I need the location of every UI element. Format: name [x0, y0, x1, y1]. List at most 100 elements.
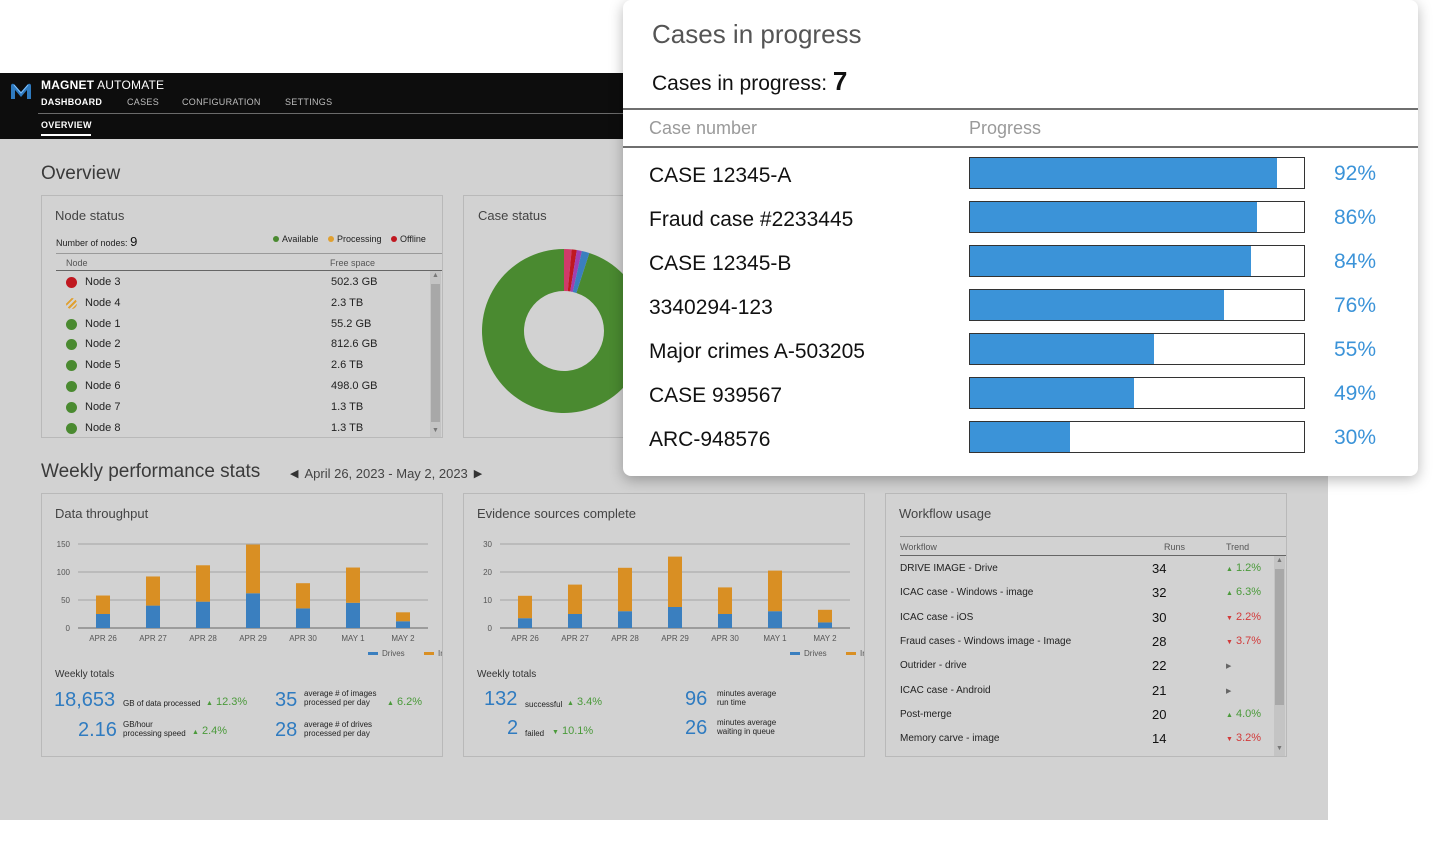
table-row[interactable]: Node 4 2.3 TB: [66, 294, 426, 314]
scroll-up-icon[interactable]: ▲: [432, 272, 439, 279]
tab-configuration[interactable]: CONFIGURATION: [182, 97, 261, 107]
case-row[interactable]: CASE 12345-B 84%: [623, 244, 1418, 288]
trend-value: 3.2%: [1236, 732, 1262, 745]
prev-week-icon[interactable]: ◀: [290, 468, 299, 480]
gb-processed-delta-value: 12.3%: [216, 696, 248, 708]
case-number: CASE 12345-B: [649, 252, 792, 275]
table-row[interactable]: Post-merge 20 ▲ 4.0%: [900, 704, 1270, 726]
progress-bar: [969, 201, 1305, 233]
case-row[interactable]: Major crimes A-503205 55%: [623, 332, 1418, 376]
progress-percent: 86%: [1334, 206, 1377, 229]
progress-percent: 30%: [1334, 426, 1377, 449]
popup-title: Cases in progress: [652, 19, 862, 49]
node-count: Number of nodes: 9: [56, 234, 137, 249]
gb-processed-delta: ▲ 12.3%: [206, 696, 247, 708]
available-dot-icon: [273, 236, 279, 242]
run-time-value: 96: [685, 688, 708, 710]
col-node: Node: [66, 258, 88, 268]
col-progress: Progress: [969, 118, 1042, 138]
trend-down-icon: ▼: [1226, 736, 1233, 744]
table-row[interactable]: Outrider - drive 22 ▶: [900, 655, 1270, 677]
table-row[interactable]: ICAC case - Windows - image 32 ▲ 6.3%: [900, 582, 1270, 604]
bar-images: [768, 570, 782, 612]
status-available-icon: [66, 318, 77, 330]
status-offline-icon: [66, 277, 77, 288]
col-workflow: Workflow: [900, 542, 937, 552]
trend-up-icon: ▲: [567, 700, 574, 707]
table-row[interactable]: ICAC case - Android 21 ▶: [900, 680, 1270, 702]
table-row[interactable]: DRIVE IMAGE - Drive 34 ▲ 1.2%: [900, 558, 1270, 580]
x-tick-label: APR 26: [511, 634, 539, 643]
legend-label: Drives: [382, 649, 405, 658]
images-per-day-delta-value: 6.2%: [397, 696, 423, 708]
table-row[interactable]: Node 2 812.6 GB: [66, 335, 426, 355]
y-tick-label: 50: [61, 596, 70, 605]
bar-drives: [618, 611, 632, 628]
processing-speed-value: 2.16: [78, 719, 117, 741]
progress-bar: [969, 289, 1305, 321]
col-trend: Trend: [1226, 542, 1250, 552]
bar-drives: [96, 614, 110, 628]
table-row[interactable]: Node 7 1.3 TB: [66, 398, 426, 418]
gb-processed-value: 18,653: [54, 689, 116, 711]
table-row[interactable]: Node 6 498.0 GB: [66, 377, 426, 397]
next-week-icon[interactable]: ▶: [473, 468, 483, 480]
progress-bar-fill: [970, 290, 1224, 320]
case-row[interactable]: ARC-948576 30%: [623, 420, 1418, 464]
case-number: CASE 12345-A: [649, 164, 792, 187]
node-scroll-thumb[interactable]: [431, 284, 440, 422]
progress-percent: 84%: [1334, 250, 1377, 273]
successful-value: 132: [484, 688, 518, 710]
case-row[interactable]: CASE 12345-A 92%: [623, 156, 1418, 200]
workflow-name: ICAC case - iOS: [900, 611, 974, 623]
workflow-name: Memory carve - image: [900, 733, 1000, 745]
legend-processing-label: Processing: [337, 234, 382, 244]
legend-label: Images: [860, 649, 864, 658]
trend-up-icon: ▲: [387, 700, 394, 707]
workflow-runs: 32: [1152, 585, 1167, 601]
table-row[interactable]: Node 5 2.6 TB: [66, 356, 426, 376]
tab-cases[interactable]: CASES: [127, 97, 160, 107]
bar-drives: [818, 622, 832, 628]
node-name: Node 1: [85, 317, 121, 330]
progress-bar: [969, 421, 1305, 453]
case-row[interactable]: 3340294-123 76%: [623, 288, 1418, 332]
subtab-overview[interactable]: OVERVIEW: [41, 120, 92, 130]
table-row[interactable]: Fraud cases - Windows image - Image 28 ▼ 3…: [900, 631, 1270, 653]
subtab-indicator: [41, 134, 91, 136]
overview-title: Overview: [41, 163, 121, 184]
bar-drives: [718, 614, 732, 628]
bar-drives: [518, 618, 532, 628]
nav-divider: [38, 113, 638, 114]
workflow-name: Post-merge: [900, 708, 952, 720]
y-tick-label: 30: [483, 540, 492, 549]
case-row[interactable]: CASE 939567 49%: [623, 376, 1418, 420]
bar-drives: [568, 614, 582, 628]
tab-settings[interactable]: SETTINGS: [285, 97, 333, 107]
bar-drives: [668, 607, 682, 628]
throughput-totals-title: Weekly totals: [55, 669, 115, 680]
x-tick-label: APR 29: [661, 634, 689, 643]
tab-dashboard[interactable]: DASHBOARD: [41, 97, 103, 107]
table-row[interactable]: ICAC case - iOS 30 ▼ 2.2%: [900, 607, 1270, 629]
x-tick-label: MAY 1: [763, 634, 787, 643]
table-row[interactable]: Memory carve - image 14 ▼ 3.2%: [900, 728, 1270, 750]
table-row[interactable]: Node 1 55.2 GB: [66, 315, 426, 335]
x-tick-label: APR 27: [139, 634, 167, 643]
table-row[interactable]: Node 3 502.3 GB: [66, 273, 426, 293]
node-name: Node 4: [85, 296, 121, 309]
scroll-down-icon[interactable]: ▼: [432, 427, 439, 434]
scroll-down-icon[interactable]: ▼: [1276, 745, 1283, 752]
case-number: 3340294-123: [649, 296, 773, 319]
scroll-up-icon[interactable]: ▲: [1276, 557, 1283, 564]
bar-images: [668, 556, 682, 607]
case-row[interactable]: Fraud case #2233445 86%: [623, 200, 1418, 244]
trend-value: 3.7%: [1236, 634, 1262, 647]
y-tick-label: 150: [57, 540, 71, 549]
donut-slice: [564, 249, 572, 292]
col-runs: Runs: [1164, 542, 1186, 552]
workflow-runs: 28: [1152, 633, 1167, 649]
x-tick-label: APR 28: [189, 634, 217, 643]
workflow-scroll-thumb[interactable]: [1275, 569, 1284, 705]
table-row[interactable]: Node 8 1.3 TB: [66, 419, 426, 439]
